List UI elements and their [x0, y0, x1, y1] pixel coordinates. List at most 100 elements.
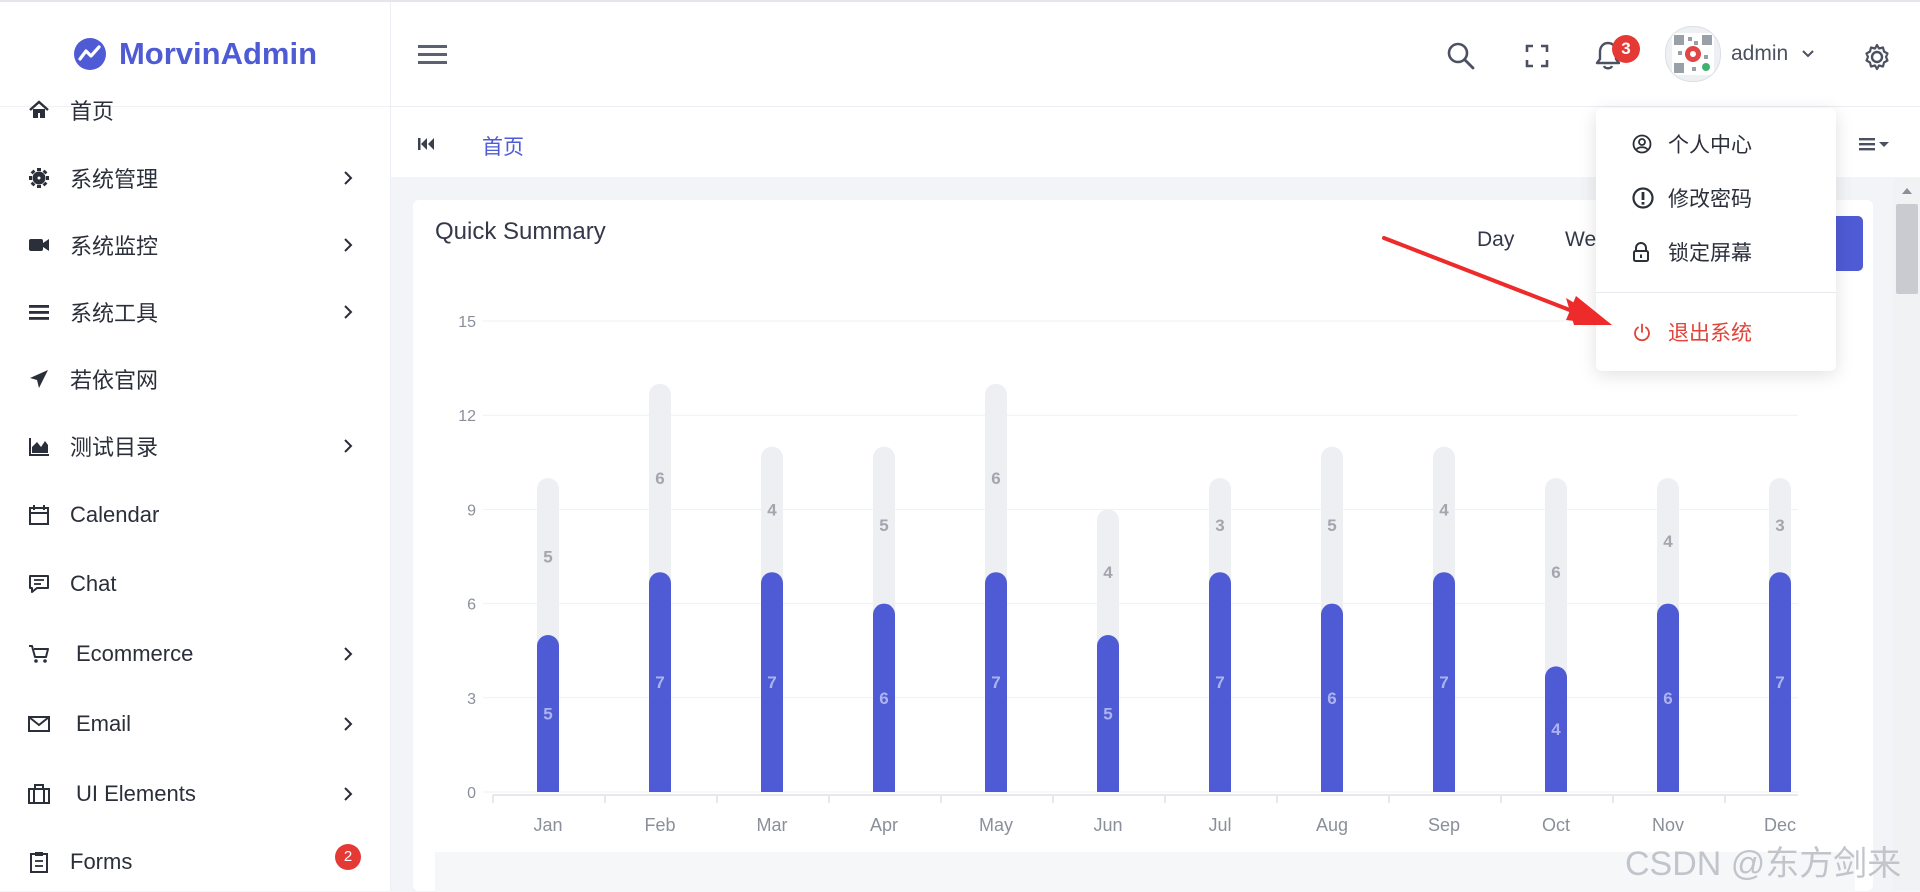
bar-value-label: 7: [1439, 673, 1448, 692]
search-icon[interactable]: [1446, 41, 1476, 71]
sidebar-item-email[interactable]: Email: [0, 696, 390, 752]
bar-value-label: 4: [1439, 500, 1449, 519]
chevron-down-icon[interactable]: [1801, 49, 1815, 59]
sidebar-item-系统管理[interactable]: 系统管理: [0, 150, 390, 206]
skip-back-icon[interactable]: [418, 137, 434, 151]
user-dropdown: 个人中心 修改密码 锁定屏幕 退出系统: [1596, 108, 1836, 371]
card-footer: [435, 852, 1855, 892]
x-tick-label: Mar: [757, 815, 788, 835]
calendar-icon: [26, 502, 52, 528]
sidebar-item-label: 系统工具: [70, 301, 159, 326]
settings-icon[interactable]: [1863, 43, 1891, 71]
y-tick-label: 15: [458, 314, 476, 331]
sidebar: MorvinAdmin 首页系统管理系统监控系统工具若依官网测试目录 Calend…: [0, 2, 391, 891]
x-tick-label: Aug: [1316, 815, 1348, 835]
bar-segment-primary[interactable]: [1097, 635, 1119, 792]
sidebar-item-label: 测试目录: [70, 435, 159, 460]
sidebar-item-系统监控[interactable]: 系统监控: [0, 217, 390, 273]
range-day-button[interactable]: Day: [1477, 228, 1515, 251]
sidebar-item-系统工具[interactable]: 系统工具: [0, 284, 390, 340]
bar-value-label: 4: [1663, 532, 1673, 551]
red-arrow-annotation: [1382, 236, 1612, 325]
bar-value-label: 4: [1103, 563, 1113, 582]
notification-badge: 3: [1612, 35, 1640, 63]
bar-value-label: 6: [879, 689, 888, 708]
dropdown-divider: [1596, 292, 1836, 293]
sidebar-item-首页[interactable]: 首页: [0, 82, 390, 138]
video-icon: [26, 232, 52, 258]
sidebar-item-chat[interactable]: Chat: [0, 556, 390, 612]
sidebar-item-label: 首页: [70, 99, 115, 124]
sidebar-badge: 2: [335, 844, 361, 870]
tag-home[interactable]: 首页: [482, 136, 524, 159]
change-password-label: 修改密码: [1668, 188, 1752, 211]
card-title: Quick Summary: [435, 218, 606, 245]
bar-segment-primary[interactable]: [1321, 603, 1343, 792]
sidebar-item-测试目录[interactable]: 测试目录: [0, 418, 390, 474]
sidebar-item-label: Forms: [70, 849, 133, 874]
x-tick-label: Apr: [870, 815, 898, 835]
bar-segment-primary[interactable]: [1209, 572, 1231, 792]
bar-value-label: 5: [543, 548, 552, 567]
gear-icon: [26, 165, 52, 191]
bar-segment-primary[interactable]: [1433, 572, 1455, 792]
chevron-right-icon: [344, 717, 353, 731]
area-chart-icon: [26, 433, 52, 459]
scrollbar-thumb[interactable]: [1896, 204, 1918, 294]
scroll-up-icon[interactable]: [1900, 186, 1914, 196]
profile-menu-item[interactable]: 个人中心: [1596, 120, 1836, 168]
y-tick-label: 6: [467, 597, 476, 614]
sidebar-item-label: 系统监控: [70, 234, 159, 259]
bars-icon: [26, 299, 52, 325]
bar-value-label: 7: [1775, 673, 1784, 692]
bar-segment-primary[interactable]: [1657, 603, 1679, 792]
sidebar-item-ui-elements[interactable]: UI Elements: [0, 766, 390, 822]
clipboard-icon: [26, 849, 52, 875]
avatar[interactable]: [1665, 26, 1721, 82]
scrollbar-track[interactable]: [1893, 178, 1920, 891]
x-tick-label: Oct: [1542, 815, 1570, 835]
bar-segment-primary[interactable]: [985, 572, 1007, 792]
chevron-right-icon: [344, 305, 353, 319]
sidebar-item-label: UI Elements: [76, 781, 196, 806]
username[interactable]: admin: [1731, 42, 1789, 65]
change-password-menu-item[interactable]: 修改密码: [1596, 174, 1836, 222]
bar-segment-primary[interactable]: [537, 635, 559, 792]
bar-segment-primary[interactable]: [1545, 666, 1567, 792]
brand-name: MorvinAdmin: [118, 36, 318, 71]
power-icon: [1634, 323, 1650, 342]
watermark: CSDN @东方剑来: [1625, 845, 1902, 883]
bar-segment-primary[interactable]: [649, 572, 671, 792]
bar-segment-primary[interactable]: [873, 603, 895, 792]
logout-menu-item[interactable]: 退出系统: [1596, 308, 1836, 356]
logout-label: 退出系统: [1668, 322, 1752, 345]
sidebar-item-label: 若依官网: [70, 368, 159, 393]
bar-value-label: 5: [879, 516, 888, 535]
sidebar-item-若依官网[interactable]: 若依官网: [0, 351, 390, 407]
bar-segment-primary[interactable]: [761, 572, 783, 792]
y-tick-label: 3: [467, 691, 476, 708]
home-icon: [26, 97, 52, 123]
lock-screen-menu-item[interactable]: 锁定屏幕: [1596, 228, 1836, 276]
logo[interactable]: MorvinAdmin: [0, 2, 390, 107]
range-week-button[interactable]: We: [1565, 228, 1597, 251]
bar-value-label: 7: [655, 673, 664, 692]
sidebar-item-ecommerce[interactable]: Ecommerce: [0, 626, 390, 682]
bar-value-label: 5: [543, 705, 552, 724]
x-tick-label: Jun: [1093, 815, 1122, 835]
bar-value-label: 4: [1551, 720, 1561, 739]
sidebar-item-label: 系统管理: [70, 167, 159, 192]
hamburger-icon[interactable]: [418, 44, 448, 66]
bar-value-label: 6: [655, 469, 664, 488]
bar-value-label: 4: [767, 500, 777, 519]
bar-value-label: 7: [1215, 673, 1224, 692]
sidebar-item-forms[interactable]: Forms 2: [0, 834, 390, 890]
tags-menu-icon[interactable]: [1859, 137, 1893, 151]
top-border: [0, 0, 1920, 2]
bar-segment-primary[interactable]: [1769, 572, 1791, 792]
fullscreen-icon[interactable]: [1525, 44, 1549, 68]
sidebar-item-label: Chat: [70, 571, 117, 596]
y-tick-label: 9: [467, 502, 476, 519]
sidebar-item-calendar[interactable]: Calendar: [0, 487, 390, 543]
sidebar-item-label: Calendar: [70, 502, 160, 527]
